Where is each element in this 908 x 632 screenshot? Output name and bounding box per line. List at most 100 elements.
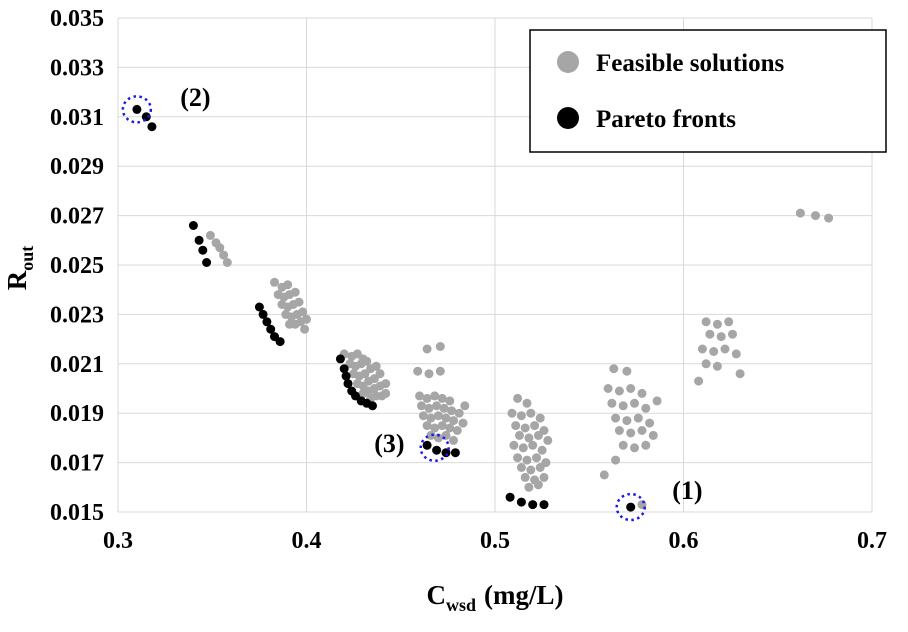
data-point	[528, 500, 538, 510]
data-point	[262, 317, 272, 327]
data-point	[630, 443, 639, 453]
data-point	[524, 433, 534, 443]
y-tick-label: 0.019	[50, 401, 104, 427]
legend-dot-feasible-solutions	[557, 51, 579, 73]
data-point	[426, 413, 436, 423]
data-point	[609, 364, 619, 374]
legend-label-pareto-fronts: Pareto fronts	[596, 106, 736, 133]
data-point	[728, 329, 737, 339]
data-point	[430, 391, 440, 401]
data-point	[426, 430, 436, 440]
data-point	[188, 221, 198, 230]
legend: Feasible solutions Pareto fronts	[529, 29, 887, 153]
data-point	[422, 440, 432, 450]
data-point	[637, 388, 647, 398]
data-point	[626, 384, 636, 393]
data-point	[709, 347, 719, 356]
data-point	[705, 329, 715, 339]
data-point	[435, 366, 445, 376]
data-point	[339, 364, 349, 374]
data-point	[341, 371, 351, 381]
data-point	[439, 403, 449, 413]
data-point	[511, 421, 521, 431]
data-point	[371, 361, 381, 371]
data-point	[375, 369, 385, 379]
data-point	[645, 418, 655, 428]
data-point	[697, 344, 707, 354]
data-point	[194, 235, 204, 245]
data-point	[626, 502, 636, 512]
legend-box	[529, 29, 887, 153]
data-point	[222, 258, 232, 267]
data-point	[441, 413, 451, 423]
data-point	[298, 307, 308, 317]
annotation-circle	[121, 95, 153, 124]
data-point	[611, 413, 621, 423]
x-axis-title: Cwsd (mg/L)	[427, 580, 564, 615]
data-point	[824, 213, 834, 223]
data-point	[258, 309, 268, 319]
data-point	[266, 324, 276, 334]
data-point	[622, 366, 632, 376]
data-point	[147, 122, 157, 132]
data-point	[535, 463, 545, 472]
y-tick-label: 0.035	[50, 6, 104, 32]
annotation-label: (2)	[180, 83, 210, 112]
data-point	[526, 408, 536, 418]
data-point	[712, 319, 722, 329]
data-point	[637, 426, 647, 435]
y-tick-label: 0.025	[50, 253, 104, 279]
data-point	[518, 443, 528, 453]
data-point	[424, 369, 434, 379]
data-point	[422, 393, 432, 403]
data-point	[432, 401, 442, 411]
annotation-circle	[615, 492, 646, 522]
data-point	[507, 408, 517, 418]
data-point	[300, 324, 310, 334]
data-point	[418, 411, 428, 421]
data-point	[362, 356, 372, 366]
data-point	[694, 376, 704, 386]
data-point	[513, 393, 523, 403]
data-point	[381, 388, 391, 398]
data-point	[445, 396, 455, 406]
data-point	[513, 453, 523, 463]
data-point	[215, 243, 225, 253]
data-point	[528, 440, 538, 450]
data-point	[652, 396, 662, 406]
data-points	[132, 104, 834, 512]
data-point	[458, 418, 468, 428]
annotation-circle	[419, 433, 450, 463]
data-point	[516, 411, 526, 421]
data-point	[533, 480, 543, 490]
data-point	[648, 430, 658, 440]
data-point	[202, 258, 212, 267]
data-point	[290, 287, 300, 297]
data-point	[716, 332, 726, 342]
data-point	[524, 482, 534, 492]
data-point	[614, 426, 624, 435]
data-point	[522, 398, 532, 408]
data-point	[520, 472, 530, 482]
data-point	[614, 386, 624, 396]
data-point	[603, 384, 613, 393]
data-point	[611, 455, 621, 465]
data-point	[626, 428, 636, 438]
data-point	[535, 413, 545, 423]
data-point	[422, 421, 432, 431]
data-point	[724, 317, 734, 327]
data-point	[539, 472, 549, 482]
data-point	[505, 492, 515, 502]
data-point	[294, 297, 304, 307]
data-point	[622, 416, 632, 426]
data-point	[712, 361, 722, 371]
x-tick-label: 0.4	[292, 528, 322, 554]
data-point	[735, 369, 745, 379]
data-point	[641, 440, 651, 450]
y-tick-label: 0.023	[50, 302, 104, 328]
data-point	[205, 230, 215, 240]
x-tick-label: 0.7	[857, 528, 887, 554]
x-tick-label: 0.6	[669, 528, 699, 554]
data-point	[522, 455, 532, 465]
